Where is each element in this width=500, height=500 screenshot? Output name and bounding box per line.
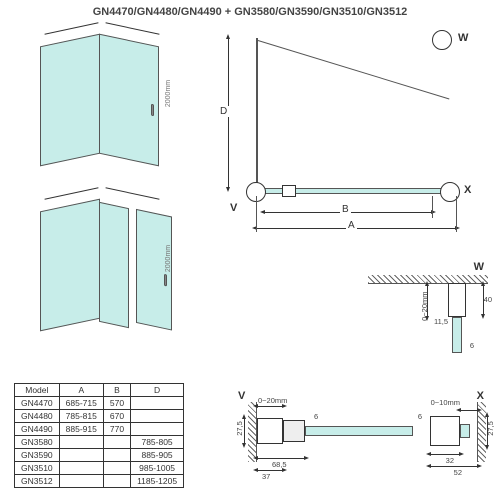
table-row: GN3590885-905 — [15, 449, 184, 462]
detail-x-label: X — [477, 390, 484, 402]
isometric-view-open: 2000mm — [30, 195, 170, 335]
node-x: X — [464, 184, 471, 196]
table-row: GN4470685-715570 — [15, 397, 184, 410]
detail-v-label: V — [238, 390, 245, 402]
dim-a: A — [346, 220, 357, 231]
table-row: GN3510985-1005 — [15, 462, 184, 475]
dim-b: B — [340, 204, 351, 215]
table-row: GN4480785-815670 — [15, 410, 184, 423]
table-row: GN35121185-1205 — [15, 475, 184, 488]
table-header: B — [103, 384, 130, 397]
page-title: GN4470/GN4480/GN4490 + GN3580/GN3590/GN3… — [0, 6, 500, 18]
node-w: W — [458, 32, 468, 44]
detail-section-vx: V X 0~20mm 6 6 68,5 37 27,5 32 52 0~10mm… — [238, 370, 488, 485]
detail-w-label: W — [474, 261, 484, 273]
dimension-table: ModelABD GN4470685-715570GN4480785-81567… — [14, 383, 184, 488]
table-header: A — [59, 384, 103, 397]
height-label: 2000mm — [165, 80, 172, 107]
table-row: GN4490885-915770 — [15, 423, 184, 436]
table-header: D — [131, 384, 184, 397]
node-v: V — [230, 202, 237, 214]
dim-d: D — [218, 106, 229, 117]
table-row: GN3580785-805 — [15, 436, 184, 449]
height-label-2: 2000mm — [165, 245, 172, 272]
detail-section-w: W 0~20mm 40 11,5 6 — [238, 265, 488, 355]
table-header: Model — [15, 384, 60, 397]
isometric-view-closed: 2000mm — [30, 30, 170, 170]
plan-view: D W V X B A — [222, 30, 482, 240]
